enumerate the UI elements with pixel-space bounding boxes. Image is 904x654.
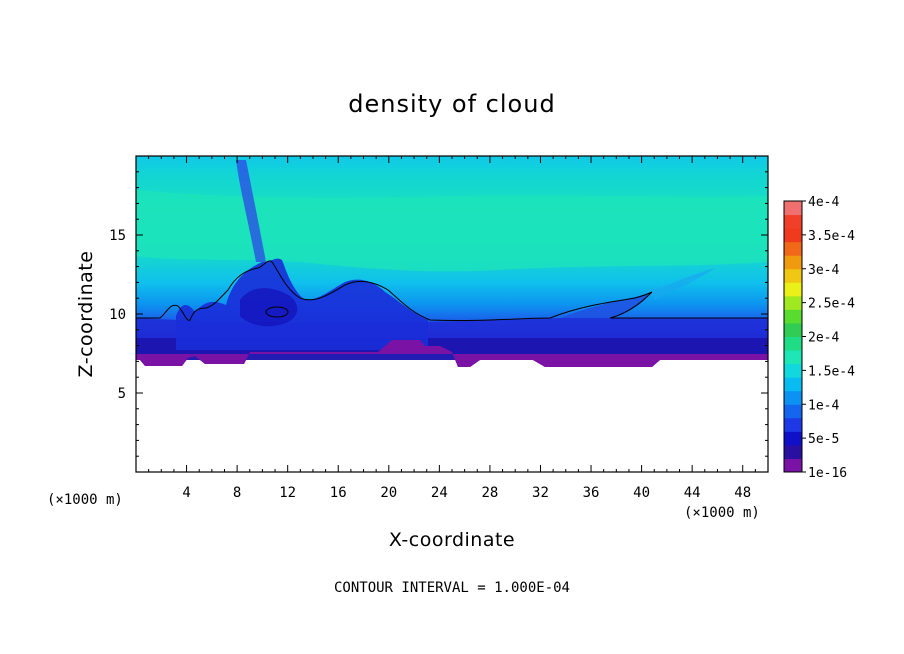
right-wedge-upper [650, 268, 715, 300]
colorbar-swatch [784, 255, 802, 270]
x-tick-label: 20 [380, 485, 397, 501]
colorbar-label: 3e-4 [808, 263, 839, 278]
colorbar-swatch [784, 363, 802, 378]
colorbar-swatch [784, 214, 802, 229]
x-tick-label: 44 [684, 485, 701, 501]
colorbar-swatch [784, 241, 802, 256]
x-tick-label: 8 [233, 485, 241, 501]
x-tick-label: 4 [182, 485, 190, 501]
x-tick-marks: 4 8 12 16 20 24 28 32 36 40 44 48 [148, 156, 756, 501]
x-tick-label: 12 [279, 485, 296, 501]
y-tick-marks: 5 10 15 [109, 171, 768, 457]
colorbar-swatch [784, 268, 802, 283]
contour-loop [265, 306, 289, 318]
colorbar-label: 1e-16 [808, 466, 847, 481]
colorbar-swatch [784, 336, 802, 351]
y-tick-label: 5 [118, 386, 126, 402]
colorbar-swatch [784, 295, 802, 310]
plume-updraft [236, 160, 266, 262]
colorbar-swatch [784, 431, 802, 446]
colorbar: 1e-16 5e-5 1e-4 1.5e-4 2e-4 2.5e-4 3e-4 3.5e-4 4… [783, 195, 855, 481]
y-axis-label: Z-coordinate [75, 251, 97, 378]
colorbar-swatch [784, 201, 802, 216]
y-tick-label: 15 [109, 228, 126, 244]
colorbar-swatch [784, 322, 802, 337]
x-tick-label: 36 [583, 485, 600, 501]
colorbar-label: 1.5e-4 [808, 364, 855, 379]
field-layers [136, 156, 768, 367]
right-wedge [560, 294, 650, 318]
colorbar-swatch [784, 390, 802, 405]
x-tick-label: 48 [734, 485, 751, 501]
colorbar-label: 2e-4 [808, 331, 839, 346]
colorbar-label: 3.5e-4 [808, 229, 855, 244]
x-tick-label: 28 [481, 485, 498, 501]
colorbar-swatch [784, 444, 802, 459]
colorbar-swatch [784, 404, 802, 419]
base-fringe [136, 340, 768, 367]
colorbar-swatch [784, 309, 802, 324]
colorbar-swatch [784, 458, 802, 473]
colorbar-label: 4e-4 [808, 195, 839, 210]
level-band-1-5e-4 [136, 190, 768, 272]
colorbar-swatch [784, 417, 802, 432]
colorbar-swatch [784, 377, 802, 392]
colorbar-label: 2.5e-4 [808, 297, 855, 312]
x-tick-label: 40 [633, 485, 650, 501]
colorbar-swatch [784, 350, 802, 365]
colorbar-swatch [784, 228, 802, 243]
y-tick-label: 10 [109, 307, 126, 323]
colorbar-label: 1e-4 [808, 398, 839, 413]
x-tick-label: 24 [431, 485, 448, 501]
colorbar-swatch [784, 282, 802, 297]
chart-title: density of cloud [348, 90, 555, 118]
contour-line [136, 260, 768, 322]
contour-interval-note: CONTOUR INTERVAL = 1.000E-04 [334, 580, 570, 596]
x-unit-left: (×1000 m) [47, 492, 123, 508]
x-axis-label: X-coordinate [389, 529, 515, 551]
colorbar-label: 5e-5 [808, 432, 839, 447]
x-tick-label: 16 [330, 485, 347, 501]
x-tick-label: 32 [532, 485, 549, 501]
x-unit-right: (×1000 m) [684, 505, 760, 521]
